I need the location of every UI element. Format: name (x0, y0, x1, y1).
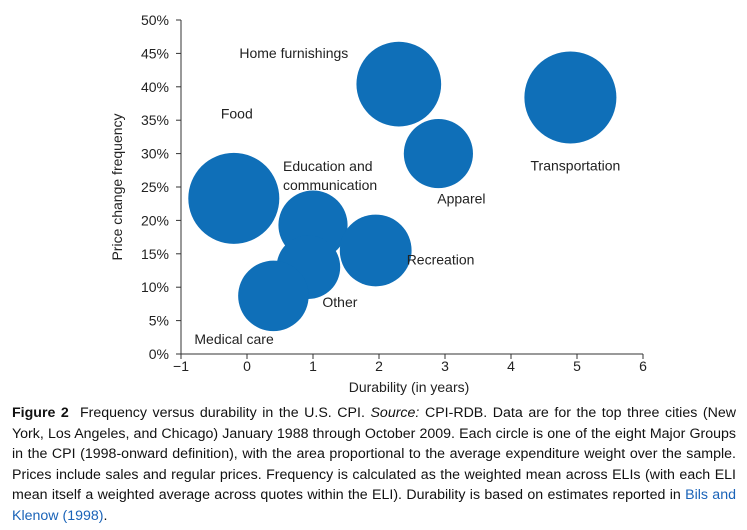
x-axis-title: Durability (in years) (349, 379, 470, 395)
x-tick-label: 0 (243, 358, 251, 374)
x-tick-label: 1 (309, 358, 317, 374)
bubble (339, 214, 412, 287)
bubble-label: Medical care (194, 331, 274, 347)
caption-text-2: CPI-RDB. Data are for the top three citi… (12, 405, 736, 503)
y-tick-label: 40% (141, 79, 169, 95)
x-tick-label: 2 (375, 358, 383, 374)
bubble-label: Food (221, 105, 253, 121)
y-tick-label: 20% (141, 212, 169, 228)
y-axis-title: Price change frequency (109, 113, 125, 260)
x-tick-label: 3 (441, 358, 449, 374)
y-tick-label: 30% (141, 146, 169, 162)
bubble-label: Education and communication (283, 158, 377, 193)
x-tick-label: 4 (507, 358, 515, 374)
caption-text-3: . (103, 507, 108, 524)
bubble-label: Home furnishings (239, 45, 348, 61)
bubble (524, 51, 617, 144)
bubbles (188, 41, 617, 332)
axes: 0% 5% 10% 15% 20% 25% 30% 35% 40% 45% 50% −1 0 1 2 3 4 5 6 (141, 12, 647, 374)
caption-reference-link[interactable]: Bils and Klenow (1998) (12, 487, 736, 524)
y-tick-label: 25% (141, 179, 169, 195)
x-tick-label: −1 (173, 358, 189, 374)
figure-label: Figure 2 (12, 405, 69, 421)
y-tick-label: 15% (141, 246, 169, 262)
bubble-label: Transportation (531, 157, 621, 173)
y-tick-label: 10% (141, 279, 169, 295)
bubble-label: Recreation (407, 251, 475, 267)
caption-text-1: Frequency versus durability in the U.S. … (79, 405, 371, 421)
bubble-label: Apparel (437, 191, 485, 207)
y-tick-label: 45% (141, 45, 169, 61)
x-tick-label: 6 (639, 358, 647, 374)
y-tick-label: 0% (149, 346, 169, 362)
bubble (188, 152, 280, 244)
y-tick-label: 35% (141, 112, 169, 128)
bubble (403, 119, 473, 189)
y-tick-label: 5% (149, 313, 169, 329)
bubble (356, 41, 442, 127)
y-tick-label: 50% (141, 12, 169, 28)
bubble-label: Other (322, 294, 357, 310)
caption-source-label: Source: (370, 405, 420, 421)
x-tick-label: 5 (573, 358, 581, 374)
bubble (238, 260, 309, 332)
bubble-chart: 0% 5% 10% 15% 20% 25% 30% 35% 40% 45% 50% −1 0 1 2 3 4 5 6… (109, 12, 647, 395)
bubble-labels: Home furnishings Transportation Apparel Foo… (194, 45, 620, 347)
figure-caption: Figure 2 Frequency versus durability in … (12, 403, 736, 526)
